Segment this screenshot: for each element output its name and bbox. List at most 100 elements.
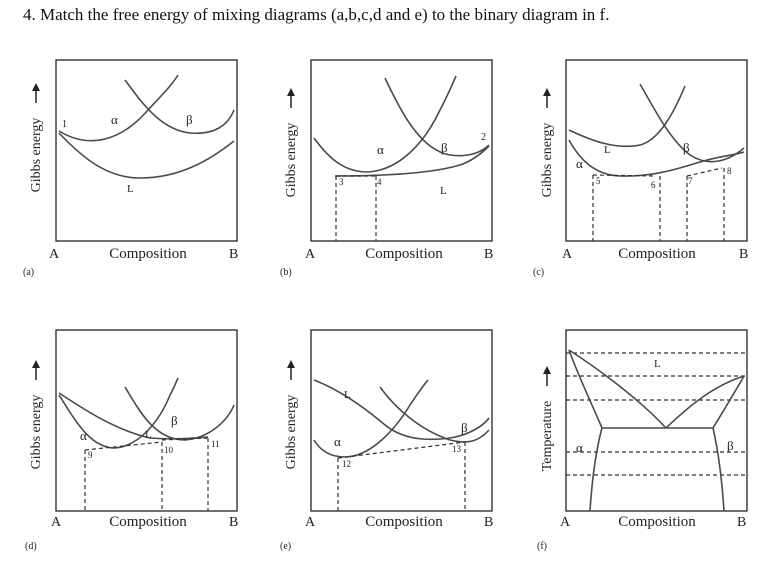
y-axis-arrow-head: [287, 88, 295, 96]
axis-end-b: B: [229, 515, 238, 530]
axis-end-b: B: [737, 515, 746, 530]
point-label-6: 6: [651, 180, 656, 190]
x-axis-label: Composition: [365, 514, 443, 530]
liquidus-left: [568, 349, 667, 429]
y-axis: Gibbs energy: [29, 83, 44, 192]
y-axis: Temperature: [540, 366, 555, 471]
axis-end-a: A: [305, 247, 316, 262]
alpha-label: α: [377, 142, 384, 157]
panel-caption: (d): [25, 541, 37, 552]
point-label-10: 10: [164, 445, 174, 455]
y-axis-arrow-head: [543, 366, 551, 374]
tie-line-10-11: [161, 437, 209, 441]
solvus-left: [589, 427, 603, 512]
beta-label: β: [461, 420, 468, 435]
y-axis-label: Gibbs energy: [284, 395, 299, 470]
point-label-8: 8: [727, 166, 732, 176]
beta-label: β: [441, 140, 448, 155]
panel-caption: (e): [280, 541, 291, 552]
alpha-label: α: [111, 112, 118, 127]
axis-end-a: A: [305, 515, 316, 530]
y-axis-arrow-head: [32, 360, 40, 368]
tie-line-12-13: [337, 441, 466, 459]
x-axis-label: Composition: [365, 246, 443, 262]
beta-curve: [379, 386, 490, 443]
axis-end-b: B: [484, 515, 493, 530]
liquid-label: L: [604, 144, 611, 156]
point-label-12: 12: [342, 459, 351, 469]
beta-curve: [639, 83, 745, 163]
panel-f: L α β A B Composition (f) Temperature: [537, 329, 748, 552]
liquid-label: L: [127, 183, 134, 195]
point-label-2: 2: [481, 132, 486, 143]
question-text: 4. Match the free energy of mixing diagr…: [23, 5, 610, 24]
liquid-label: L: [440, 185, 447, 197]
panel-a: α β L 1 A B Composition (a) Gibbs energy: [23, 59, 238, 278]
panel-b: α β L 2 3 4 A B Composition (b) Gibbs en…: [280, 59, 493, 278]
panel-d: α L β 9 10 11 A B Composition (d) Gibbs …: [25, 329, 238, 552]
tie-line-7-8: [686, 167, 723, 177]
point-label-4: 4: [377, 177, 382, 187]
y-axis: Gibbs energy: [29, 360, 44, 469]
alpha-curve: [313, 75, 457, 173]
x-axis-label: Composition: [109, 246, 187, 262]
beta-label: β: [171, 413, 178, 428]
beta-label: β: [727, 438, 734, 453]
point-label-7: 7: [688, 176, 693, 186]
alpha-label: α: [80, 428, 87, 443]
x-axis-label: Composition: [618, 514, 696, 530]
y-axis: Gibbs energy: [540, 88, 555, 197]
axis-end-b: B: [229, 247, 238, 262]
point-label-3: 3: [339, 177, 344, 187]
plot-frame: [55, 329, 238, 512]
point-label-11: 11: [211, 439, 220, 449]
y-axis-arrow-head: [287, 360, 295, 368]
liquid-label: L: [654, 358, 661, 370]
alpha-curve: [313, 379, 429, 458]
alpha-label: α: [576, 440, 583, 455]
point-label-9: 9: [88, 450, 93, 460]
beta-curve: [124, 386, 235, 441]
liquid-curve: [334, 145, 490, 177]
alpha-curve: [568, 139, 745, 177]
beta-curve: [384, 77, 490, 157]
plot-frame: [55, 59, 238, 242]
solidus-right: [712, 375, 745, 429]
axis-end-a: A: [562, 247, 573, 262]
x-axis-label: Composition: [618, 246, 696, 262]
panel-caption: (f): [537, 541, 547, 552]
plot-frame: [310, 59, 493, 242]
point-label-1: 1: [62, 119, 67, 130]
beta-label: β: [186, 112, 193, 127]
axis-end-a: A: [560, 515, 571, 530]
plot-frame: [310, 329, 493, 512]
alpha-curve: [58, 74, 179, 142]
beta-label: β: [683, 140, 690, 155]
y-axis: Gibbs energy: [284, 88, 299, 197]
solidus-left: [568, 349, 603, 429]
panel-caption: (b): [280, 267, 292, 278]
alpha-label: α: [334, 434, 341, 449]
liquid-curve: [313, 379, 490, 441]
plot-frame: [565, 329, 748, 512]
tie-line-5-6: [592, 174, 656, 177]
liquid-label: L: [344, 389, 351, 401]
point-label-5: 5: [596, 176, 601, 186]
liquid-curve: [58, 132, 235, 179]
x-axis-label: Composition: [109, 514, 187, 530]
liquidus-right: [665, 375, 745, 429]
beta-curve: [124, 79, 235, 135]
axis-end-b: B: [484, 247, 493, 262]
solvus-right: [712, 427, 725, 512]
alpha-curve: [58, 377, 179, 449]
y-axis-arrow-head: [543, 88, 551, 96]
plot-frame: [565, 59, 748, 242]
panel-e: L α β 12 13 A B Composition (e) Gibbs en…: [280, 329, 493, 552]
axis-end-b: B: [739, 247, 748, 262]
alpha-label: α: [576, 156, 583, 171]
y-axis-arrow-head: [32, 83, 40, 91]
y-axis-label: Gibbs energy: [29, 395, 44, 470]
y-axis-label: Gibbs energy: [29, 118, 44, 193]
panel-c: α L β 5 6 7 8 A B Composition (c) Gibbs …: [533, 59, 748, 278]
